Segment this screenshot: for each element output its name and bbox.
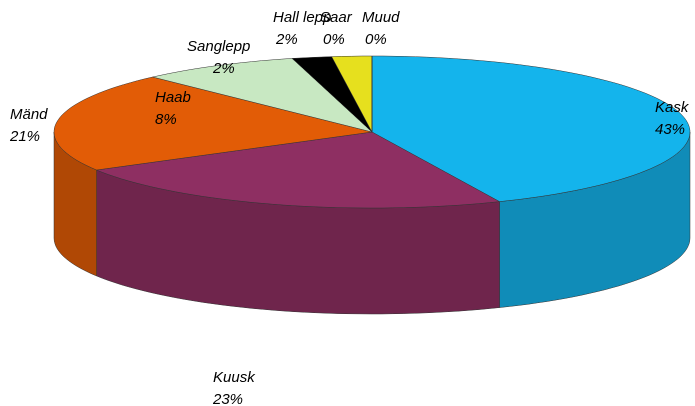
slice-label: Haab <box>155 89 191 106</box>
slice-value-label: 23% <box>212 391 243 406</box>
slice-label: Sanglepp <box>187 38 250 55</box>
slice-label: Muud <box>362 9 400 26</box>
slice <box>371 55 691 202</box>
slice-value-label: 2% <box>212 60 235 77</box>
slice <box>95 131 501 209</box>
slice-label: Kask <box>655 99 690 116</box>
slice-value-label: 2% <box>275 31 298 48</box>
slice-value-label: 21% <box>9 128 40 145</box>
slice-value-label: 0% <box>365 31 387 48</box>
slice-label: Hall lepp <box>273 9 331 26</box>
slice-label: Saar <box>320 9 353 26</box>
slice-label: Kuusk <box>213 369 256 386</box>
slice <box>53 76 373 171</box>
slice-value-label: 0% <box>323 31 345 48</box>
slice-value-label: 8% <box>155 111 177 128</box>
slice-label: Mänd <box>10 106 48 123</box>
slice <box>152 58 373 133</box>
slice-value-label: 43% <box>655 121 685 138</box>
